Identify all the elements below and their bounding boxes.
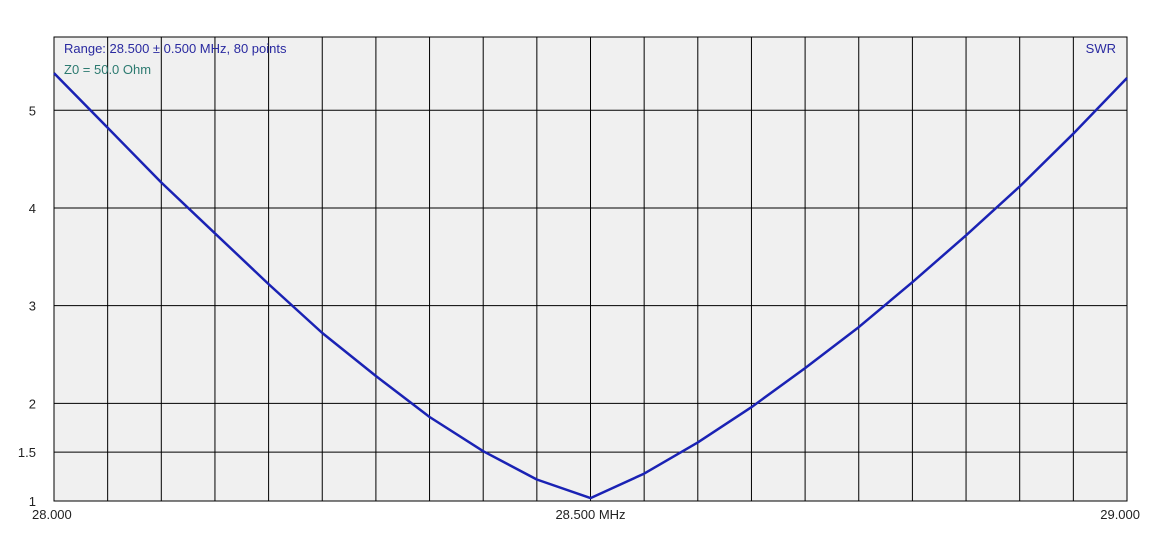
- series-label-swr: SWR: [1086, 41, 1116, 56]
- range-info-text: Range: 28.500 ± 0.500 MHz, 80 points: [64, 41, 287, 56]
- x-tick-label: 29.000: [1100, 507, 1140, 522]
- series-line-swr: [53, 72, 1128, 500]
- x-tick-labels: 28.000 28.500 MHz 29.000: [32, 507, 1140, 522]
- y-tick-label: 2: [29, 396, 36, 411]
- y-tick-label: 3: [29, 299, 36, 314]
- z0-info-text: Z0 = 50.0 Ohm: [64, 62, 151, 77]
- x-tick-label: 28.000: [32, 507, 72, 522]
- plot-border: [53, 36, 1128, 502]
- y-tick-labels: 1 1.5 2 3 4 5: [18, 103, 36, 509]
- y-tick-label: 1: [29, 494, 36, 509]
- y-tick-label: 1.5: [18, 445, 36, 460]
- x-tick-label: 28.500 MHz: [555, 507, 625, 522]
- y-tick-label: 4: [29, 201, 36, 216]
- y-tick-label: 5: [29, 103, 36, 118]
- grid-lines: [54, 37, 1127, 501]
